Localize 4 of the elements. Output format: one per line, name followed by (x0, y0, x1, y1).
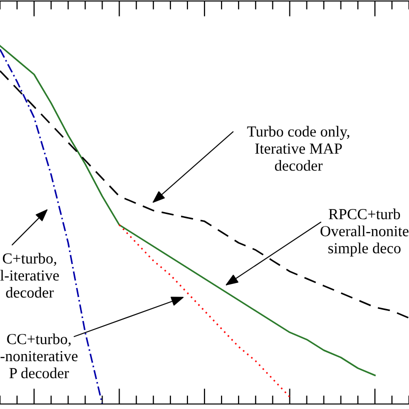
annotation: C+turbo, l-iterative decoder (0, 252, 59, 298)
annotation: CC+turbo, -noniterative P decoder (0, 333, 78, 378)
annotation: RPCC+turb Overall-nonite simple deco (320, 208, 408, 256)
annotation: Turbo code only, Iterative MAP decoder (247, 126, 350, 171)
